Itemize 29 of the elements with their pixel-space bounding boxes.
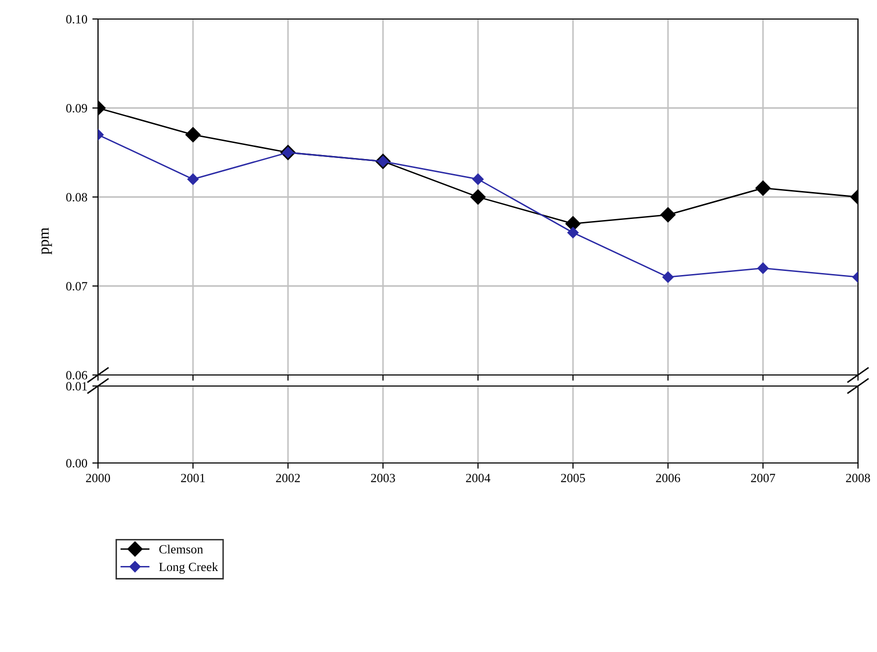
x-tick-label: 2008 [846, 474, 870, 482]
x-tick-label: 2003 [371, 474, 396, 482]
y-axis-title: ppm [41, 228, 52, 254]
y-tick-label: 0.08 [66, 193, 88, 202]
point [187, 174, 199, 185]
y-tick-label: 0.00 [66, 459, 88, 468]
point [470, 189, 486, 205]
x-tick-label: 2007 [751, 474, 776, 482]
point [662, 271, 674, 283]
y-tick-label: 0.09 [66, 104, 88, 113]
legend-label: Clemson [159, 544, 204, 554]
point [567, 226, 579, 238]
y-tick-label: 0.01 [66, 382, 87, 391]
x-tick-label: 2006 [656, 474, 680, 482]
legend-label: Long Creek [159, 562, 218, 574]
point [472, 174, 484, 185]
x-tick-label: 2004 [466, 474, 490, 482]
x-tick-label: 2000 [86, 474, 110, 482]
y-tick-label: 0.10 [66, 15, 88, 24]
point [755, 180, 771, 196]
point [660, 207, 676, 222]
y-tick-label: 0.07 [66, 282, 88, 291]
x-tick-label: 2002 [276, 474, 300, 482]
x-tick-label: 2001 [181, 474, 205, 482]
y-tick-label: 0.06 [66, 371, 88, 380]
point [185, 127, 201, 142]
point [565, 216, 581, 232]
x-tick-label: 2005 [561, 474, 586, 482]
point [757, 262, 769, 274]
